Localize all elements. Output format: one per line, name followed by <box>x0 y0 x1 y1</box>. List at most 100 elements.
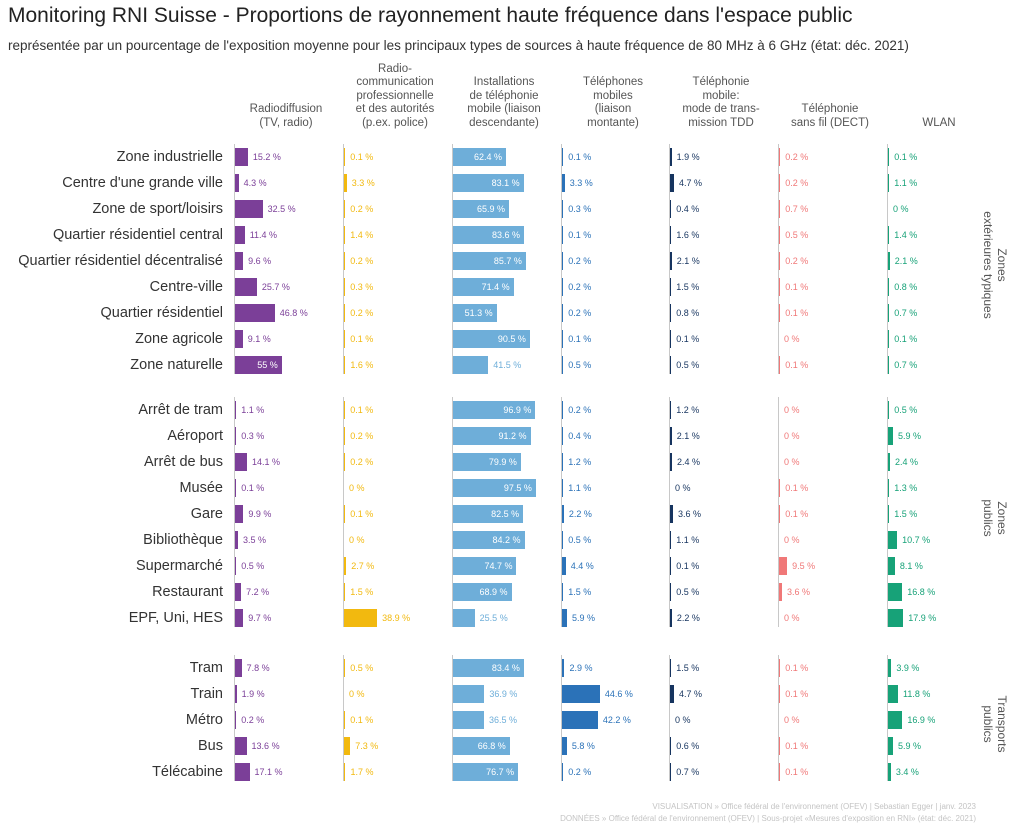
axis-line <box>778 655 779 781</box>
bar-arret-de-bus-3 <box>562 453 564 471</box>
value-label: 91.2 % <box>498 431 527 441</box>
value-label: 0 % <box>349 689 365 699</box>
value-label: 0 % <box>784 613 800 623</box>
bar-epf-uni-hes-2 <box>453 609 475 627</box>
bar-centre-d-une-grande-ville-4 <box>670 174 674 192</box>
value-label: 2.4 % <box>677 457 701 467</box>
bar-zone-agricole-3 <box>562 330 564 348</box>
value-label: 0 % <box>675 715 691 725</box>
axis-line <box>234 655 235 781</box>
bar-centre-ville-6 <box>888 278 890 296</box>
bar-zone-naturelle-6 <box>888 356 890 374</box>
bar-restaurant-6 <box>888 583 903 601</box>
value-label: 0.4 % <box>568 431 592 441</box>
bar-bus-1 <box>344 737 351 755</box>
value-label: 0.1 % <box>785 282 809 292</box>
bar-aeroport-4 <box>670 427 672 445</box>
bar-quartier-residentiel-6 <box>888 304 890 322</box>
value-label: 1.4 % <box>894 230 918 240</box>
bar-tram-6 <box>888 659 892 677</box>
bar-gare-4 <box>670 505 674 523</box>
value-label: 5.8 % <box>571 741 595 751</box>
bar-zone-naturelle-3 <box>562 356 564 374</box>
value-label: 1.4 % <box>350 230 374 240</box>
chart-subtitle: représentée par un pourcentage de l'expo… <box>8 38 909 53</box>
bar-train-2 <box>453 685 485 703</box>
bar-musee-0 <box>235 479 237 497</box>
bar-restaurant-4 <box>670 583 672 601</box>
value-label: 2.1 % <box>676 431 700 441</box>
bar-zone-agricole-4 <box>670 330 672 348</box>
value-label: 1.5 % <box>676 663 700 673</box>
value-label: 0.1 % <box>568 230 592 240</box>
bar-centre-ville-3 <box>562 278 564 296</box>
value-label: 9.1 % <box>247 334 271 344</box>
column-header-1: Radio- communication professionnelle et … <box>355 62 435 129</box>
bar-zone-industrielle-5 <box>779 148 781 166</box>
value-label: 11.8 % <box>903 689 931 699</box>
bar-arret-de-bus-4 <box>670 453 673 471</box>
footer-visualisation: VISUALISATION » Office fédéral de l'envi… <box>652 802 976 811</box>
bar-train-5 <box>779 685 781 703</box>
bar-centre-d-une-grande-ville-1 <box>344 174 347 192</box>
group-label-1: Zones publics <box>981 499 1009 537</box>
value-label: 0.1 % <box>568 152 592 162</box>
value-label: 76.7 % <box>486 767 515 777</box>
bar-quartier-residentiel-1 <box>344 304 346 322</box>
value-label: 0.1 % <box>676 334 700 344</box>
bar-zone-naturelle-1 <box>344 356 346 374</box>
bar-telecabine-3 <box>562 763 564 781</box>
value-label: 0.2 % <box>350 204 374 214</box>
value-label: 0.2 % <box>785 256 809 266</box>
value-label: 17.1 % <box>254 767 283 777</box>
value-label: 0.2 % <box>350 308 374 318</box>
row-label: Zone agricole <box>135 331 223 347</box>
value-label: 7.2 % <box>246 587 270 597</box>
row-label: Arrêt de bus <box>144 454 223 470</box>
bar-arret-de-bus-0 <box>235 453 247 471</box>
value-label: 0 % <box>784 457 800 467</box>
value-label: 0.1 % <box>785 509 809 519</box>
value-label: 83.6 % <box>492 230 521 240</box>
value-label: 0.1 % <box>785 767 809 777</box>
value-label: 0.2 % <box>350 256 374 266</box>
value-label: 0.1 % <box>350 334 374 344</box>
value-label: 1.2 % <box>676 405 700 415</box>
value-label: 0 % <box>784 431 800 441</box>
value-label: 1.1 % <box>241 405 265 415</box>
bar-zone-industrielle-3 <box>562 148 564 166</box>
value-label: 0.1 % <box>350 405 374 415</box>
value-label: 1.3 % <box>894 483 918 493</box>
bar-metro-3 <box>562 711 598 729</box>
value-label: 0 % <box>349 535 365 545</box>
value-label: 7.8 % <box>246 663 270 673</box>
bar-zone-industrielle-1 <box>344 148 346 166</box>
value-label: 1.1 % <box>568 483 592 493</box>
bar-centre-ville-2 <box>453 278 514 296</box>
column-header-2: Installations de téléphonie mobile (liai… <box>467 76 541 129</box>
bar-quartier-residentiel-decentralise-2 <box>453 252 526 270</box>
value-label: 8.1 % <box>899 561 923 571</box>
value-label: 2.7 % <box>351 561 375 571</box>
bar-supermarche-6 <box>888 557 895 575</box>
row-label: Tram <box>189 660 223 676</box>
value-label: 4.4 % <box>570 561 594 571</box>
value-label: 0.2 % <box>568 308 592 318</box>
value-label: 0.1 % <box>785 360 809 370</box>
bar-centre-d-une-grande-ville-2 <box>453 174 524 192</box>
bar-zone-naturelle-5 <box>779 356 781 374</box>
bar-bibliotheque-6 <box>888 531 898 549</box>
bar-quartier-residentiel-4 <box>670 304 672 322</box>
value-label: 0.2 % <box>568 256 592 266</box>
bar-quartier-residentiel-decentralise-4 <box>670 252 672 270</box>
row-label: Restaurant <box>152 584 223 600</box>
bar-quartier-residentiel-decentralise-1 <box>344 252 346 270</box>
bar-metro-0 <box>235 711 237 729</box>
bar-bus-2 <box>453 737 510 755</box>
bar-telecabine-5 <box>779 763 781 781</box>
value-label: 0.3 % <box>568 204 592 214</box>
value-label: 16.9 % <box>907 715 936 725</box>
value-label: 1.1 % <box>676 535 700 545</box>
value-label: 0.2 % <box>568 767 592 777</box>
bar-supermarche-0 <box>235 557 237 575</box>
